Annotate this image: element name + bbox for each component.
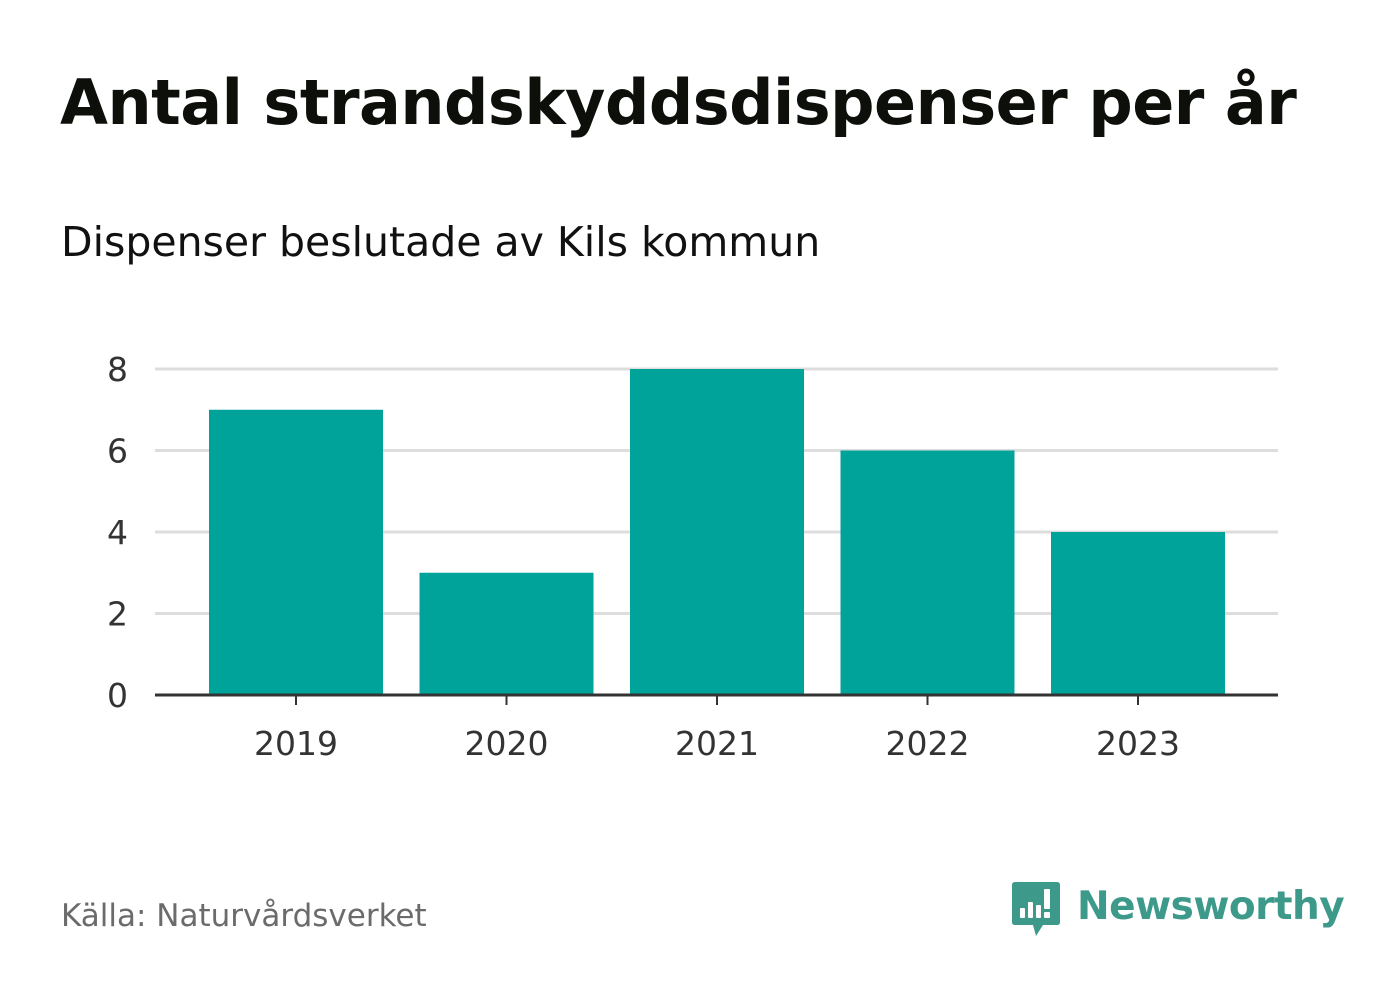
bar-2022 [840, 450, 1015, 695]
source-note: Källa: Naturvårdsverket [61, 898, 427, 934]
x-tick-label: 2023 [1096, 724, 1180, 763]
y-tick-label: 2 [107, 595, 128, 634]
bars [209, 369, 1225, 695]
y-tick-label: 6 [107, 432, 128, 471]
tick-labels: 0 2 4 6 8 2019 2020 2021 2022 2023 [107, 350, 1180, 763]
x-tick-label: 2020 [465, 724, 549, 763]
newsworthy-logo-icon [1012, 882, 1060, 936]
bar-2023 [1051, 532, 1225, 695]
x-axis [155, 693, 1278, 705]
brand-name: Newsworthy [1077, 883, 1345, 929]
x-tick-label: 2022 [886, 724, 970, 763]
bar-2019 [209, 409, 383, 695]
bar-2021 [630, 369, 804, 695]
bar-2020 [419, 572, 594, 695]
chart-subtitle: Dispenser beslutade av Kils kommun [61, 218, 821, 266]
y-tick-label: 0 [107, 676, 128, 715]
y-tick-label: 8 [107, 350, 128, 389]
y-tick-label: 4 [107, 513, 128, 552]
brand-logo: Newsworthy [1011, 880, 1345, 940]
chart-title: Antal strandskyddsdispenser per år [60, 66, 1297, 139]
x-tick-label: 2019 [254, 724, 338, 763]
x-tick-label: 2021 [675, 724, 759, 763]
